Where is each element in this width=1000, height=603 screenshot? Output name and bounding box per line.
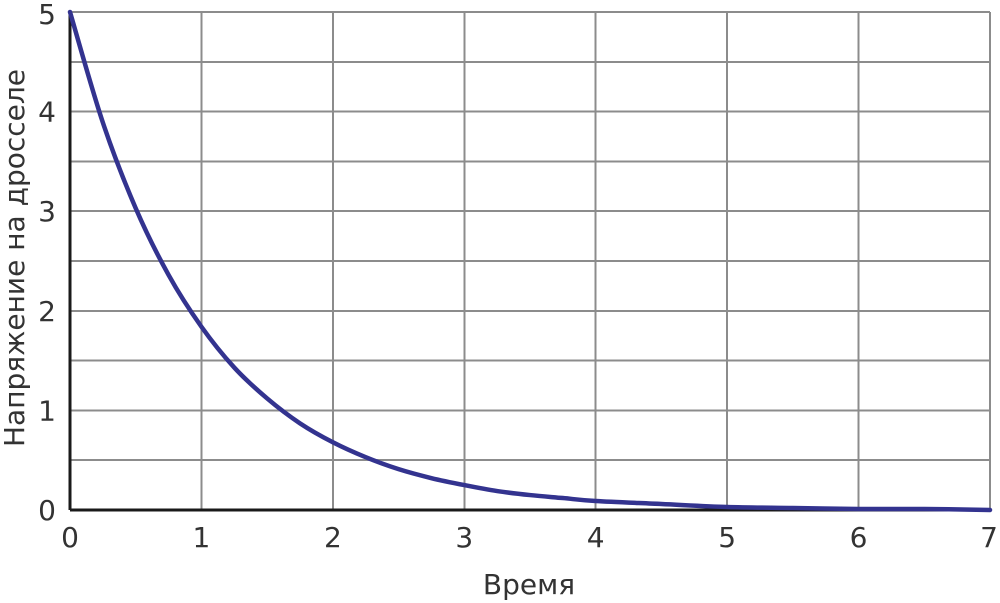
x-axis-title: Время [483, 568, 575, 601]
x-tick-label: 1 [193, 521, 211, 554]
x-tick-labels: 0 1 2 3 4 5 6 7 [61, 521, 998, 554]
y-tick-labels: 0 1 2 3 4 5 [38, 0, 56, 527]
x-tick-label: 6 [850, 521, 868, 554]
chart-grid [69, 11, 991, 511]
x-tick-label: 7 [980, 521, 998, 554]
x-tick-label: 2 [324, 521, 342, 554]
x-tick-label: 3 [455, 521, 473, 554]
x-tick-label: 0 [61, 521, 79, 554]
y-tick-label: 2 [38, 295, 56, 328]
y-tick-label: 1 [38, 394, 56, 427]
x-tick-label: 4 [587, 521, 605, 554]
y-tick-label: 4 [38, 96, 56, 129]
series-line [67, 9, 993, 513]
y-tick-label: 0 [38, 494, 56, 527]
y-axis-title: Напряжение на дросселе [0, 69, 31, 447]
chart-series [67, 9, 993, 513]
x-tick-label: 5 [718, 521, 736, 554]
y-tick-label: 5 [38, 0, 56, 31]
y-tick-label: 3 [38, 195, 56, 228]
